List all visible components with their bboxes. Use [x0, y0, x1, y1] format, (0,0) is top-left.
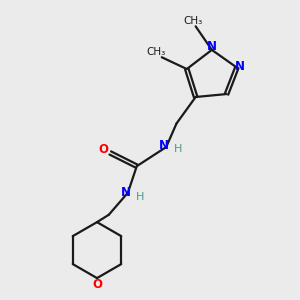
- Text: H: H: [174, 144, 183, 154]
- Text: O: O: [99, 143, 109, 157]
- Text: N: N: [121, 186, 130, 199]
- Text: CH₃: CH₃: [183, 16, 202, 26]
- Text: N: N: [159, 140, 169, 152]
- Text: H: H: [136, 192, 145, 202]
- Text: CH₃: CH₃: [147, 47, 166, 57]
- Text: N: N: [235, 60, 245, 73]
- Text: N: N: [207, 40, 217, 53]
- Text: O: O: [92, 278, 102, 291]
